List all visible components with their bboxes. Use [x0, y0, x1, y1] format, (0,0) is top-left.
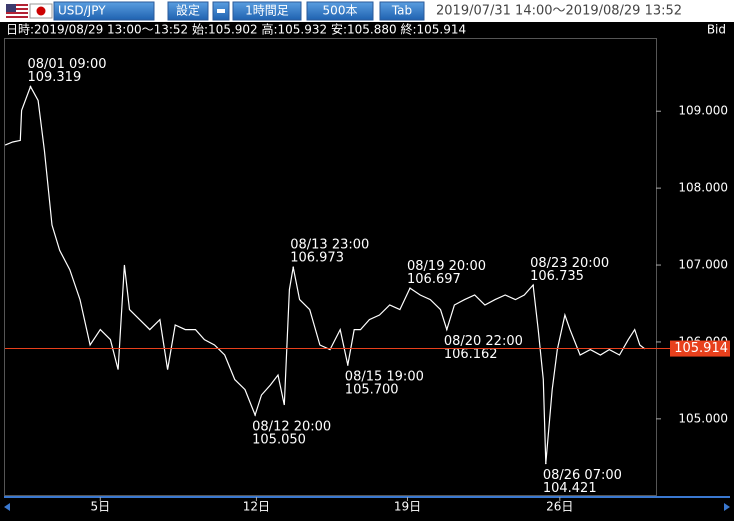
annotation-price: 106.162 — [444, 347, 498, 362]
annotation-time: 08/15 19:00 — [345, 370, 424, 385]
timeframe-button[interactable] — [232, 1, 302, 21]
timeframe-label[interactable]: 1時間足 — [245, 4, 289, 18]
annotation-point — [545, 462, 547, 465]
x-tick-label: 26日 — [546, 500, 573, 514]
pair-select[interactable] — [53, 1, 155, 21]
scroll-left[interactable] — [4, 503, 10, 511]
annotation-time: 08/26 07:00 — [543, 468, 622, 483]
date-range: 2019/07/31 14:00～2019/08/29 13:52 — [436, 4, 682, 19]
annotation-time: 08/12 20:00 — [252, 420, 331, 435]
tab-button[interactable] — [379, 1, 425, 21]
annotation-point — [446, 328, 448, 331]
y-tick-label: 109.000 — [678, 104, 728, 118]
annotation-point — [532, 284, 534, 287]
settings-label[interactable]: 設定 — [176, 3, 200, 18]
price-line — [4, 85, 646, 464]
x-tick-label: 12日 — [243, 500, 270, 514]
annotation-price: 105.700 — [345, 383, 399, 398]
annotation-price: 106.973 — [290, 251, 344, 266]
price-side: Bid — [707, 23, 726, 37]
us-flag — [6, 4, 28, 18]
annotation-price: 105.050 — [252, 433, 306, 448]
x-tick-label: 5日 — [90, 500, 110, 514]
annotation-price: 109.319 — [27, 70, 81, 85]
y-tick-label: 105.000 — [678, 411, 728, 425]
icon — [217, 9, 225, 13]
annotation-price: 106.735 — [530, 269, 584, 284]
current-price-label: 105.914 — [674, 341, 728, 356]
x-tick-label: 19日 — [394, 500, 421, 514]
annotation-price: 106.697 — [407, 272, 461, 287]
count-label[interactable]: 500本 — [323, 4, 358, 18]
pair[interactable]: USD/JPY — [58, 4, 106, 18]
annotation-time: 08/13 23:00 — [290, 238, 369, 253]
x-axis-bar — [0, 496, 734, 517]
annotation-time: 08/19 20:00 — [407, 259, 486, 274]
y-tick-label: 108.000 — [678, 181, 728, 195]
annotation-time: 08/23 20:00 — [530, 256, 609, 271]
annotation-point — [254, 414, 256, 416]
annotation-point — [29, 85, 32, 88]
plot: 5日12日19日26日105.000106.000107.000108.0001… — [4, 57, 730, 514]
jp-flag — [29, 3, 53, 19]
y-tick-label: 107.000 — [678, 258, 728, 272]
current-price-box — [670, 340, 730, 357]
plot-frame — [4, 38, 657, 496]
ohlc-info: 日時:2019/08/29 13:00～13:52 始:105.902 高:10… — [6, 22, 466, 37]
annotation-point — [409, 287, 411, 290]
settings-button[interactable] — [167, 1, 209, 21]
tab-label[interactable]: Tab — [391, 4, 412, 18]
annotation-time: 08/20 22:00 — [444, 334, 523, 349]
annotation-point — [292, 266, 295, 268]
annotation-time: 08/01 09:00 — [27, 57, 106, 72]
scroll-right[interactable] — [724, 503, 730, 511]
annotation-price: 104.421 — [543, 481, 597, 496]
count-button[interactable] — [306, 1, 374, 21]
annotation-point — [347, 364, 349, 366]
